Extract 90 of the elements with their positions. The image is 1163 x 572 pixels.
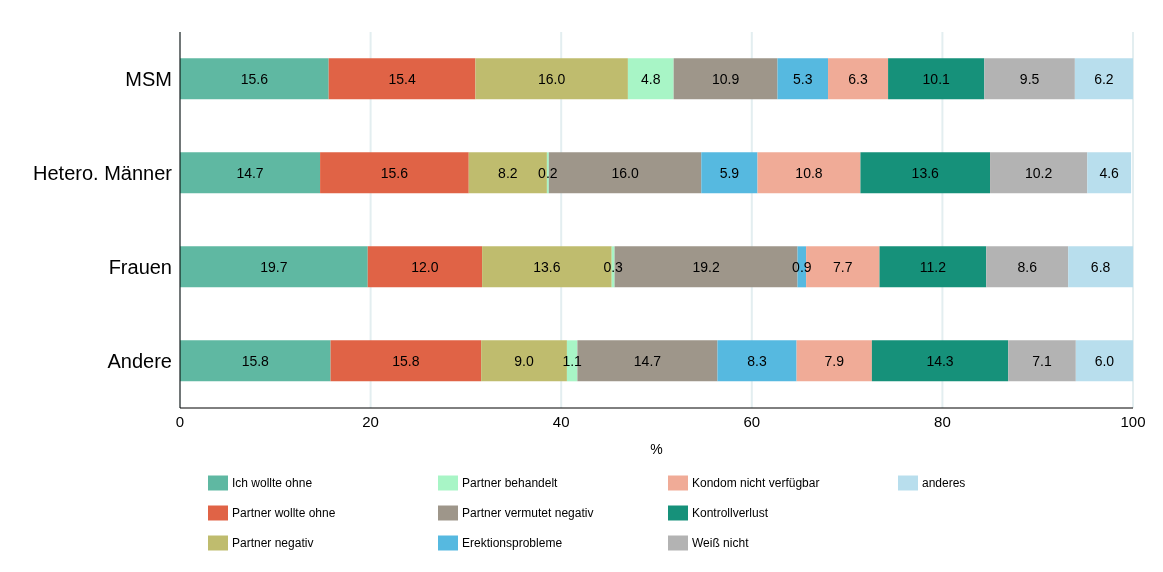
bar	[180, 340, 331, 382]
bar	[627, 58, 674, 100]
legend-label: Kondom nicht verfügbar	[692, 476, 820, 490]
data-label: 4.8	[641, 70, 661, 87]
bar	[777, 58, 829, 100]
x-tick-label: 20	[362, 412, 379, 430]
legend-label: Partner wollte ohne	[232, 506, 336, 520]
data-label: 6.8	[1090, 258, 1111, 275]
data-label: 7.7	[833, 258, 853, 275]
data-label: 1.1	[562, 352, 583, 369]
bar	[180, 246, 368, 288]
data-label: 0.9	[792, 258, 812, 275]
data-label: 0.3	[603, 258, 624, 275]
legend-label: Kontrollverlust	[692, 506, 769, 520]
bar	[1068, 246, 1133, 288]
data-label: 15.6	[380, 164, 409, 181]
bar	[796, 340, 872, 382]
data-label: 6.0	[1094, 352, 1115, 369]
data-label: 14.7	[633, 352, 662, 369]
data-label: 10.2	[1025, 164, 1053, 181]
data-label: 10.1	[922, 70, 951, 87]
bar	[986, 246, 1069, 288]
legend-label: Partner vermutet negativ	[462, 506, 594, 520]
data-label: 10.9	[711, 70, 740, 87]
bar	[860, 152, 991, 194]
data-label: 9.5	[1019, 70, 1040, 87]
x-tick-label: 60	[743, 412, 761, 430]
data-label: 0.2	[538, 164, 558, 181]
data-label: 14.7	[236, 164, 264, 181]
data-label: 15.8	[392, 352, 420, 369]
bar	[717, 340, 797, 382]
x-axis-title: %	[650, 441, 663, 457]
data-label: 14.3	[926, 352, 954, 369]
x-tick-label: 0	[175, 412, 185, 430]
x-tick-label: 100	[1120, 412, 1146, 430]
data-label: 19.2	[692, 258, 720, 275]
data-label: 13.6	[911, 164, 940, 181]
data-label: 13.6	[533, 258, 561, 275]
data-label: 15.6	[240, 70, 269, 87]
data-label: 5.9	[719, 164, 740, 181]
bar	[984, 58, 1075, 100]
legend-label: Partner behandelt	[462, 476, 558, 490]
bar	[320, 152, 469, 194]
bar	[180, 58, 329, 100]
y-tick-label: Andere	[107, 350, 172, 373]
bar	[879, 246, 987, 288]
legend-label: Partner negativ	[232, 536, 314, 550]
x-tick-label: 80	[934, 412, 951, 430]
data-label: 7.1	[1032, 352, 1052, 369]
x-tick-label: 40	[552, 412, 570, 430]
y-tick-label: Frauen	[108, 256, 172, 279]
data-label: 15.8	[241, 352, 270, 369]
bar	[1087, 152, 1132, 194]
legend-label: Weiß nicht	[692, 536, 749, 550]
bar	[475, 58, 628, 100]
data-label: 8.2	[498, 164, 518, 181]
bar	[871, 340, 1009, 382]
data-label: 15.4	[388, 70, 416, 87]
y-tick-label: MSM	[125, 68, 172, 91]
data-label: 6.2	[1094, 70, 1114, 87]
data-label: 6.3	[848, 70, 868, 87]
data-label: 16.0	[611, 164, 639, 181]
legend-label: anderes	[922, 476, 966, 490]
bar	[330, 340, 482, 382]
bar	[367, 246, 483, 288]
data-label: 4.6	[1099, 164, 1120, 181]
bar	[1075, 340, 1133, 382]
data-label: 10.8	[795, 164, 823, 181]
data-label: 5.3	[793, 70, 813, 87]
bar	[757, 152, 861, 194]
data-label: 16.0	[538, 70, 566, 87]
legend-label: Erektionsprobleme	[462, 536, 563, 550]
bar	[888, 58, 985, 100]
data-label: 19.7	[260, 258, 288, 275]
bar	[180, 152, 321, 194]
bar	[1074, 58, 1133, 100]
y-tick-label: Hetero. Männer	[33, 162, 173, 185]
data-label: 9.0	[514, 352, 534, 369]
bar	[673, 58, 778, 100]
data-label: 12.0	[411, 258, 439, 275]
bar	[328, 58, 476, 100]
data-label: 11.2	[919, 258, 947, 275]
bar	[701, 152, 758, 194]
data-label: 8.6	[1017, 258, 1038, 275]
data-label: 8.3	[747, 352, 767, 369]
data-label: 7.9	[824, 352, 845, 369]
bar	[828, 58, 889, 100]
bar	[990, 152, 1088, 194]
legend-label: Ich wollte ohne	[232, 476, 313, 490]
bar	[1008, 340, 1076, 382]
